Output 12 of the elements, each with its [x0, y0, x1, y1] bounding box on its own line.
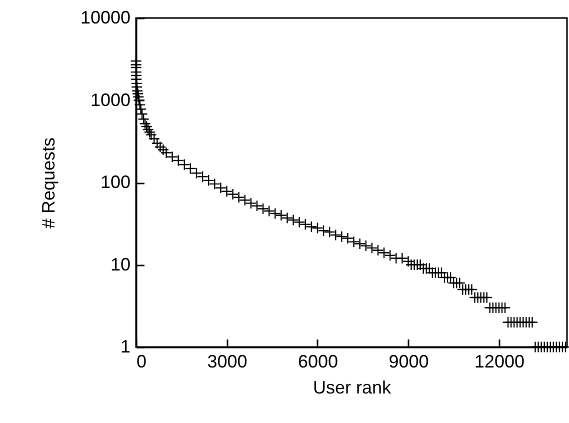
x-tick-label: 6000	[298, 352, 338, 372]
x-tick-label: 12000	[474, 352, 524, 372]
y-axis-title: # Requests	[38, 137, 58, 229]
y-tick-label: 10000	[80, 8, 130, 28]
x-tick-label: 9000	[388, 352, 429, 372]
x-axis-title: User rank	[312, 378, 392, 398]
y-tick-label: 100	[100, 172, 130, 192]
y-tick-label: 1000	[90, 90, 130, 110]
x-tick-label: 3000	[207, 352, 248, 372]
y-tick-label: 10	[110, 254, 130, 274]
x-tick-label: 0	[136, 352, 147, 372]
y-tick-label: 1	[120, 336, 130, 356]
